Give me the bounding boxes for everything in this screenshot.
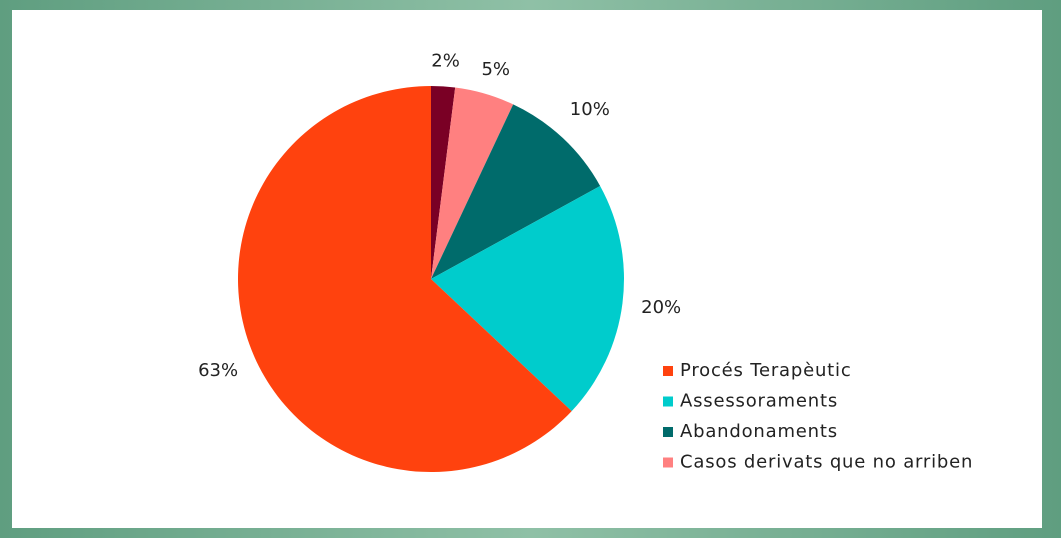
legend-label: Abandonaments: [680, 421, 838, 442]
legend-label: Casos derivats que no arriben: [680, 452, 973, 473]
pie-slice: [431, 186, 624, 412]
legend-swatch: [663, 396, 673, 407]
data-label: 2%: [431, 50, 460, 71]
legend-swatch: [663, 366, 673, 376]
pie-slice: [431, 86, 456, 279]
legend-swatch: [663, 427, 673, 437]
data-label: 63%: [198, 360, 238, 381]
data-label: 10%: [570, 99, 610, 120]
legend-swatch: [663, 457, 673, 468]
legend-label: Assessoraments: [680, 391, 838, 412]
data-label: 20%: [641, 297, 681, 318]
pie-slice: [431, 104, 601, 279]
pie-slice: [237, 86, 572, 472]
data-label: 5%: [481, 59, 510, 80]
legend-label: Procés Terapèutic: [680, 360, 852, 381]
pie-slice: [431, 87, 514, 279]
